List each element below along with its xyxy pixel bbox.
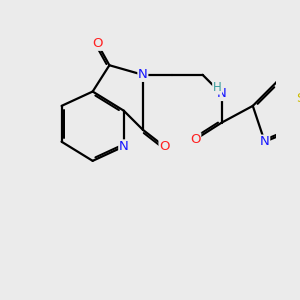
Text: O: O xyxy=(159,140,169,153)
Text: N: N xyxy=(119,140,129,153)
Text: O: O xyxy=(92,37,103,50)
Text: N: N xyxy=(217,87,226,101)
Text: H: H xyxy=(213,81,221,94)
Text: N: N xyxy=(260,135,270,148)
Text: N: N xyxy=(138,68,148,81)
Text: S: S xyxy=(296,92,300,105)
Text: O: O xyxy=(190,133,201,146)
